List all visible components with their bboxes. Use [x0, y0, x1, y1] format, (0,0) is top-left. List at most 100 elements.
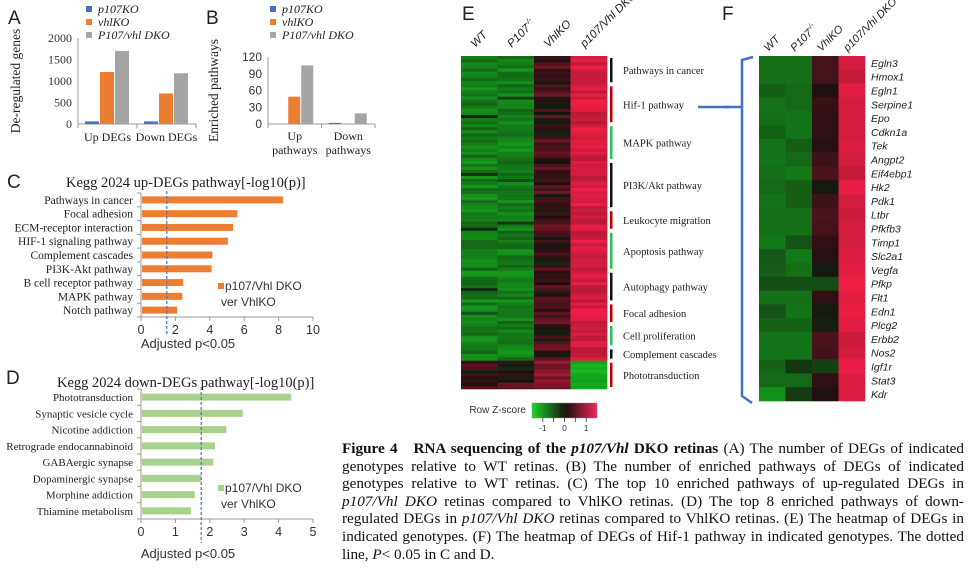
heatmap-cell: [461, 376, 498, 380]
heatmap-cell: [534, 62, 571, 66]
legend-label: p107/Vhl DKO: [225, 481, 302, 495]
panel-label-b: B: [206, 8, 219, 29]
group-bar-7: [610, 304, 613, 323]
heatmap-cell: [497, 203, 535, 207]
column-label-base: p107/Vhl DKO: [841, 0, 900, 55]
heatmap-cell-vegfa-2: [812, 263, 839, 278]
heatmap-cell: [570, 81, 608, 85]
heatmap-cell: [461, 90, 498, 94]
heatmap-cell: [461, 317, 498, 322]
heatmap-cell: [570, 212, 608, 216]
gene-label: Tek: [871, 141, 888, 153]
heatmap-cell-pfkp-2: [812, 276, 839, 291]
heatmap-cell: [461, 366, 498, 371]
heatmap-cell: [570, 194, 608, 198]
heatmap-cell: [461, 68, 498, 73]
heatmap-cell: [461, 360, 498, 365]
heatmap-cell: [461, 118, 498, 122]
heatmap-cell: [461, 124, 498, 128]
heatmap-cell: [534, 290, 571, 295]
heatmap-cell: [570, 133, 608, 137]
caption-title-pre: RNA sequencing of the: [413, 440, 572, 457]
heatmap-cell-nos2-1: [785, 345, 813, 360]
group-label: Hif-1 pathway: [623, 100, 685, 111]
heatmap-cell: [497, 290, 535, 295]
heatmap-cell: [497, 332, 535, 337]
heatmap-cell: [461, 240, 498, 244]
heatmap-cell-epo-3: [838, 111, 866, 126]
heatmap-cell: [570, 382, 608, 387]
heatmap-cell: [497, 233, 535, 238]
heatmap-cell-pdk1-1: [785, 194, 813, 209]
heatmap-cell: [570, 59, 608, 63]
bar-p107-vhl-dko-0: [115, 50, 129, 124]
heatmap-cell-tek-0: [759, 138, 786, 153]
heatmap-cell: [570, 252, 608, 256]
heatmap-cell: [497, 218, 535, 222]
heatmap-cell: [461, 258, 498, 262]
heatmap-cell: [534, 385, 571, 390]
heatmap-cell: [461, 270, 498, 274]
heatmap-cell: [534, 227, 571, 232]
heatmap-cell: [497, 338, 535, 342]
gene-label: Kdr: [871, 389, 888, 401]
heatmap-cell-pfkfb3-1: [785, 221, 813, 236]
heatmap-cell-serpine1-0: [759, 97, 786, 112]
group-label: Complement cascades: [623, 350, 717, 361]
heatmap-cell: [570, 233, 608, 238]
heatmap-cell: [570, 267, 608, 272]
caption-text-4: < 0.05 in C and D.: [381, 545, 495, 563]
heatmap-cell: [461, 115, 498, 119]
heatmap-cell: [534, 293, 571, 297]
heatmap-cell-igf1r-2: [812, 359, 839, 374]
heatmap-cell: [497, 163, 535, 168]
heatmap-cell: [570, 290, 608, 295]
heatmap-cell-egln3-0: [759, 56, 786, 71]
heatmap-cell: [497, 302, 535, 306]
heatmap-cell: [570, 111, 608, 116]
heatmap-cell: [534, 102, 571, 107]
heatmap-cell: [570, 243, 608, 247]
colorbar-tick-label: -1: [539, 423, 547, 433]
heatmap-cell: [534, 96, 571, 100]
group-bar-3: [610, 162, 613, 208]
heatmap-cell: [534, 121, 571, 125]
column-label-3: p107/Vhl DKO: [578, 0, 639, 51]
heatmap-cell: [570, 338, 608, 342]
heatmap-cell: [534, 111, 571, 116]
heatmap-cell: [497, 96, 535, 100]
heatmap-cell: [570, 87, 608, 91]
heatmap-cell: [461, 209, 498, 213]
heatmap-cell-kdr-1: [785, 387, 813, 402]
gene-label: Serpine1: [871, 99, 913, 111]
chart-c-up-degs-pathways: Kegg 2024 up-DEGs pathway[-log10(p)] Path…: [15, 175, 320, 351]
heatmap-cell: [461, 215, 498, 219]
legend-label: p107/Vhl DKO: [225, 279, 302, 293]
heatmap-cell: [461, 160, 498, 165]
heatmap-cell-pdk1-3: [838, 194, 866, 209]
heatmap-cell: [534, 130, 571, 134]
heatmap-cell-hmox1-2: [812, 69, 839, 84]
heatmap-cell: [534, 370, 571, 374]
heatmap-cell: [497, 160, 535, 165]
heatmap-cell-pfkp-3: [838, 276, 866, 291]
heatmap-cell: [534, 157, 571, 162]
heatmap-cell-egln1-0: [759, 83, 786, 98]
y-category-label: GABAergic synapse: [42, 457, 133, 469]
group-bar-9: [610, 349, 613, 359]
heatmap-cell: [461, 370, 498, 374]
group-bar-0: [610, 58, 613, 83]
heatmap-cell: [570, 90, 608, 94]
heatmap-cell-angpt2-1: [785, 152, 813, 167]
panel-label-f: F: [722, 4, 734, 25]
heatmap-cell: [497, 227, 535, 232]
x-tick-label: 4: [275, 525, 282, 539]
gene-label: Angpt2: [870, 155, 904, 167]
heatmap-cell: [461, 78, 498, 82]
gene-label: Hmox1: [871, 72, 904, 84]
heatmap-cell: [570, 261, 608, 265]
column-label-0: WT: [469, 28, 491, 50]
heatmap-cell-tek-1: [785, 138, 813, 153]
heatmap-cell: [534, 379, 571, 384]
